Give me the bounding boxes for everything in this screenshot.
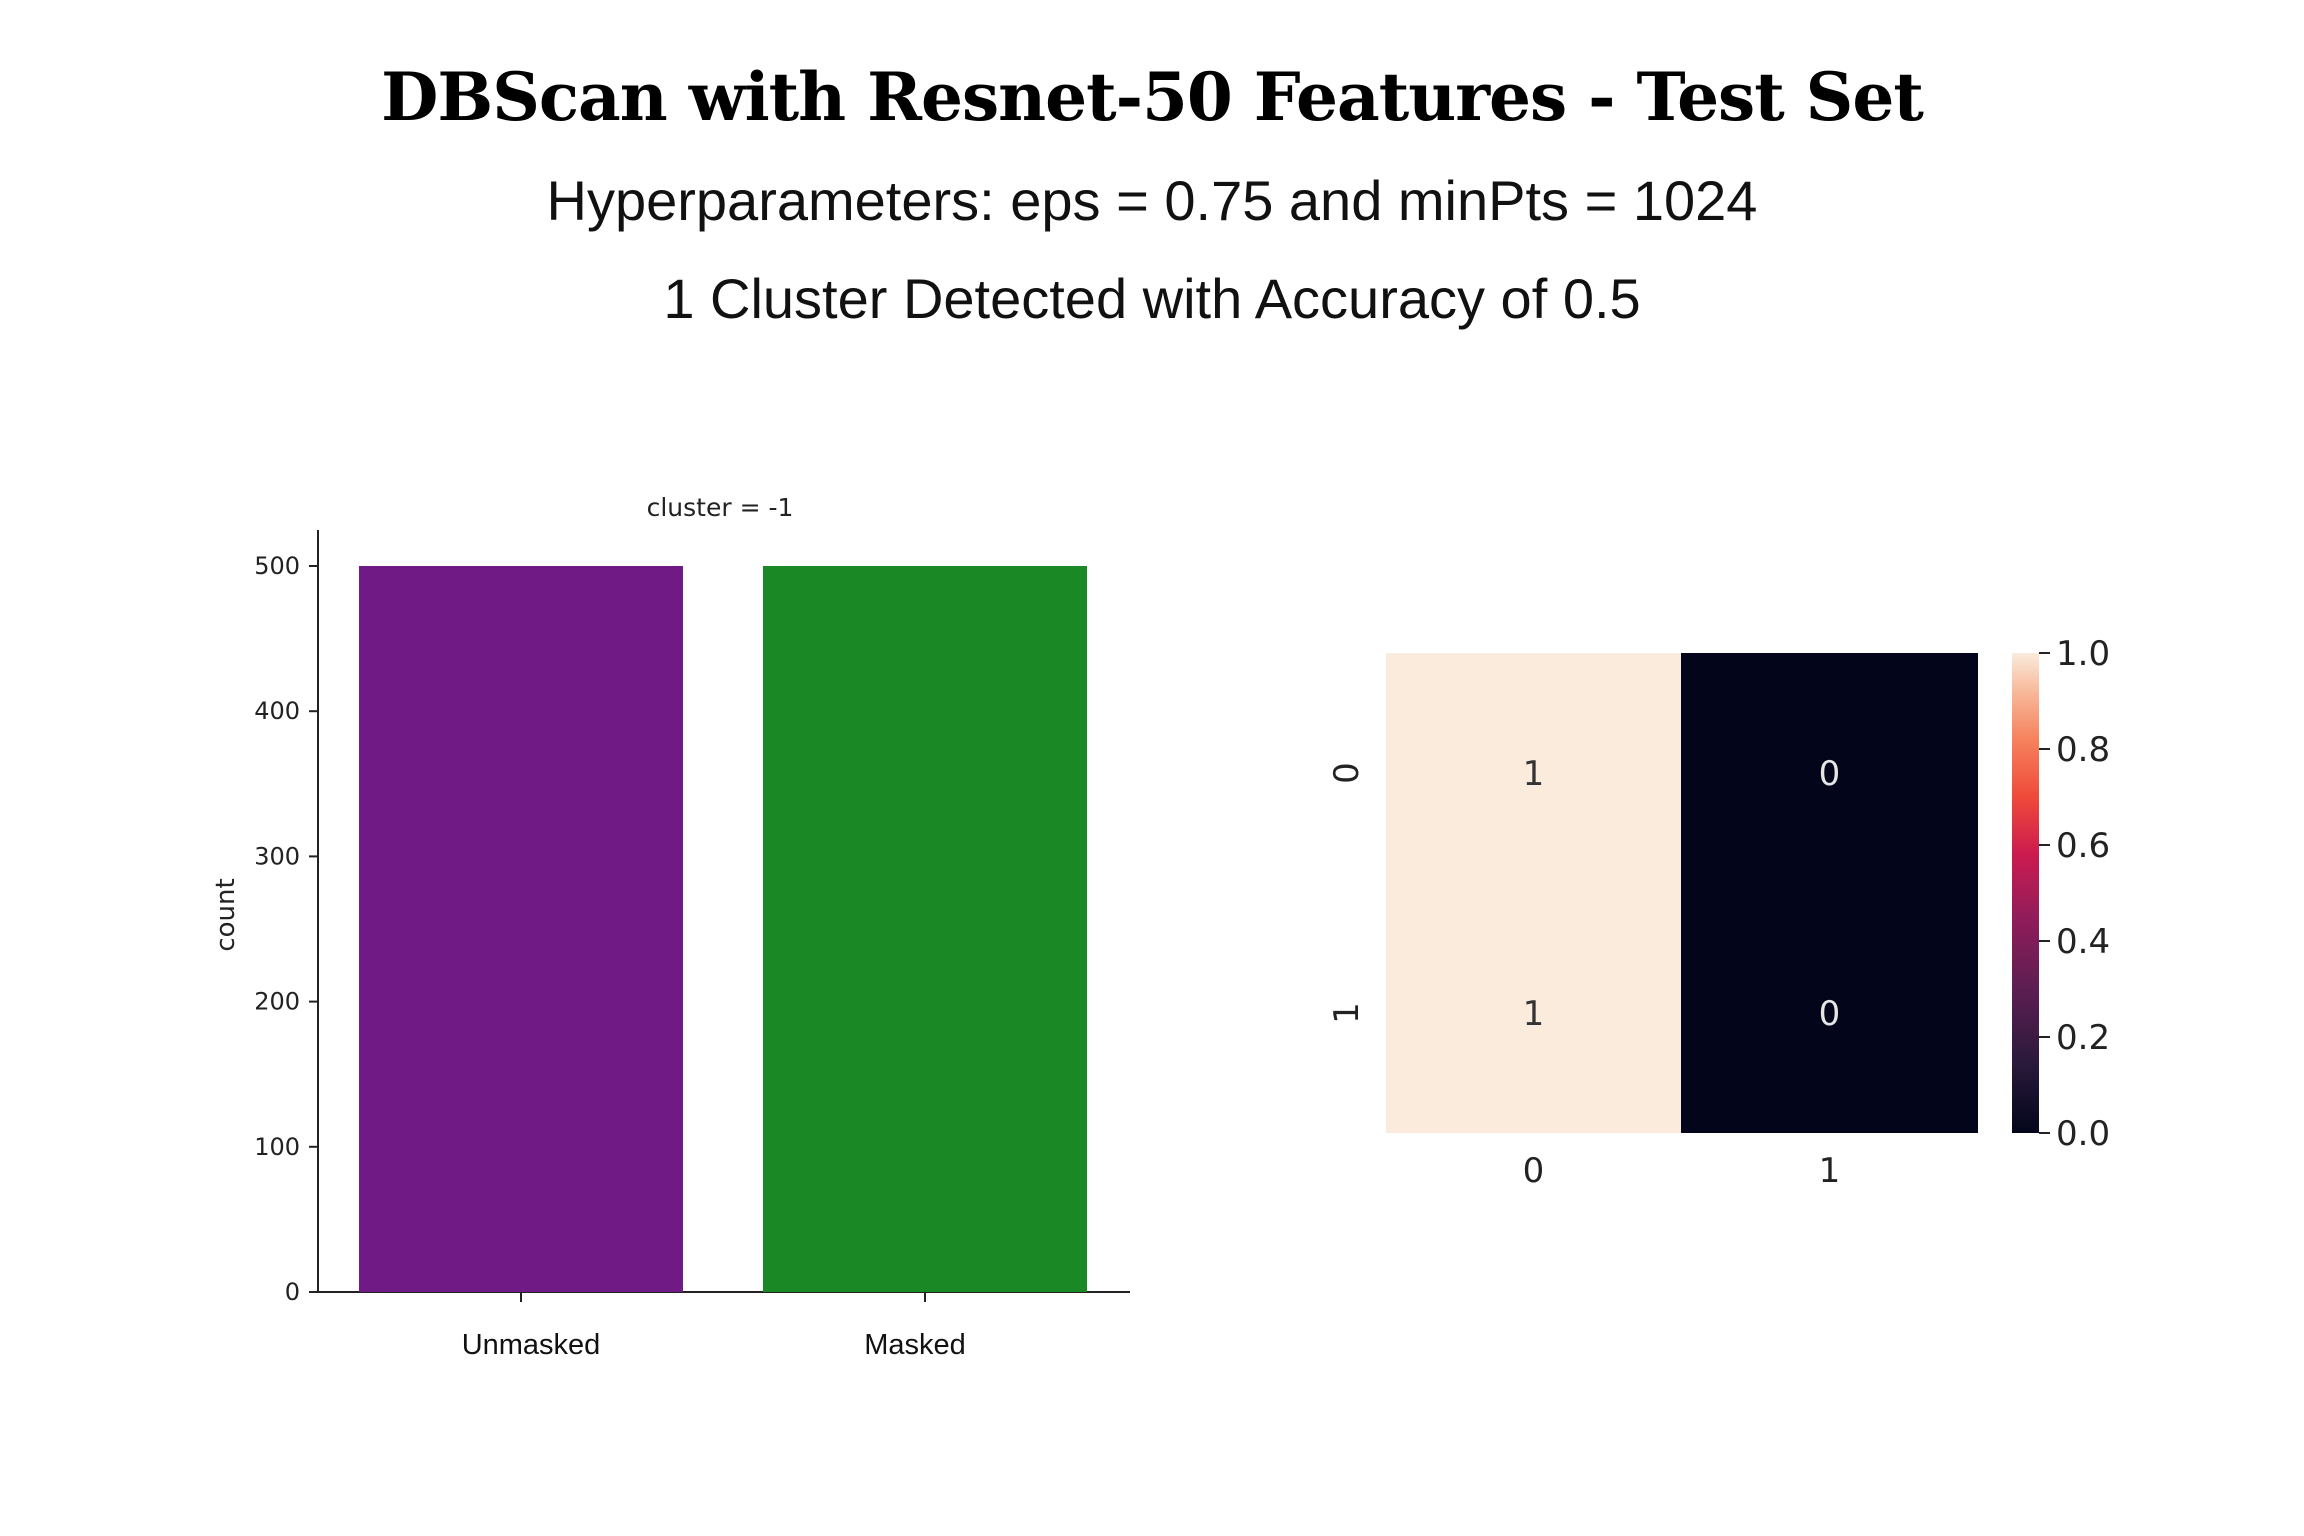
colorbar-tick-label: 0.8 bbox=[2056, 730, 2110, 770]
bar-chart-ytick-label: 200 bbox=[254, 988, 300, 1016]
bar-chart-ytick-label: 100 bbox=[254, 1133, 300, 1161]
heatmap-cells bbox=[1386, 653, 1978, 1133]
colorbar-tick-label: 1.0 bbox=[2056, 634, 2110, 674]
heatmap-cell-1-0 bbox=[1386, 893, 1681, 1133]
bar-chart-ylabel: count bbox=[211, 878, 241, 951]
heatmap-cell-1-1 bbox=[1681, 893, 1978, 1133]
confusion-heatmap: 1 0 1 0 0 1 0 1 0.0 0.2 0.4 0.6 0.8 1.0 bbox=[1327, 634, 2110, 1191]
heatmap-xtick-label: 0 bbox=[1523, 1151, 1545, 1191]
colorbar-tick-label: 0.0 bbox=[2056, 1114, 2110, 1154]
hyperparameters-subtitle: Hyperparameters: eps = 0.75 and minPts =… bbox=[546, 169, 1758, 232]
heatmap-ticks: 0 1 0 1 bbox=[1327, 762, 1840, 1191]
colorbar-tick-label: 0.6 bbox=[2056, 826, 2110, 866]
page-title: DBScan with Resnet-50 Features - Test Se… bbox=[381, 58, 1924, 136]
heatmap-annotation: 0 bbox=[1819, 994, 1841, 1034]
bar-chart-ytick-label: 500 bbox=[254, 552, 300, 580]
bar-chart-yticks: 0 100 200 300 400 500 bbox=[254, 552, 318, 1306]
colorbar-tick-label: 0.2 bbox=[2056, 1018, 2110, 1058]
colorbar-ticks: 0.0 0.2 0.4 0.6 0.8 1.0 bbox=[2039, 634, 2110, 1154]
heatmap-ytick-label: 0 bbox=[1327, 762, 1367, 784]
bar-chart-ytick-label: 0 bbox=[285, 1278, 300, 1306]
heatmap-annotation: 1 bbox=[1523, 994, 1545, 1034]
heatmap-cell-0-1 bbox=[1681, 653, 1978, 893]
heatmap-ytick-label: 1 bbox=[1327, 1002, 1367, 1024]
bar-chart: cluster = -1 count 0 100 200 300 400 500 Unma… bbox=[211, 493, 1130, 1361]
bar-unmasked bbox=[359, 566, 683, 1292]
bar-masked bbox=[763, 566, 1087, 1292]
heatmap-annotations: 1 0 1 0 bbox=[1523, 754, 1841, 1034]
heatmap-cell-0-0 bbox=[1386, 653, 1681, 893]
colorbar-tick-label: 0.4 bbox=[2056, 922, 2110, 962]
heatmap-annotation: 0 bbox=[1819, 754, 1841, 794]
bar-chart-title: cluster = -1 bbox=[647, 493, 794, 522]
bar-chart-xtick-label: Masked bbox=[864, 1329, 966, 1361]
bar-chart-xtick-label: Unmasked bbox=[462, 1329, 601, 1361]
bar-chart-xticks: Unmasked Masked bbox=[462, 1292, 966, 1361]
heatmap-annotation: 1 bbox=[1523, 754, 1545, 794]
heatmap-colorbar bbox=[2012, 653, 2039, 1133]
result-subtitle: 1 Cluster Detected with Accuracy of 0.5 bbox=[663, 267, 1641, 330]
bar-chart-ytick-label: 400 bbox=[254, 697, 300, 725]
heatmap-xtick-label: 1 bbox=[1819, 1151, 1841, 1191]
bar-chart-ytick-label: 300 bbox=[254, 842, 300, 870]
bar-chart-bars bbox=[359, 566, 1087, 1292]
